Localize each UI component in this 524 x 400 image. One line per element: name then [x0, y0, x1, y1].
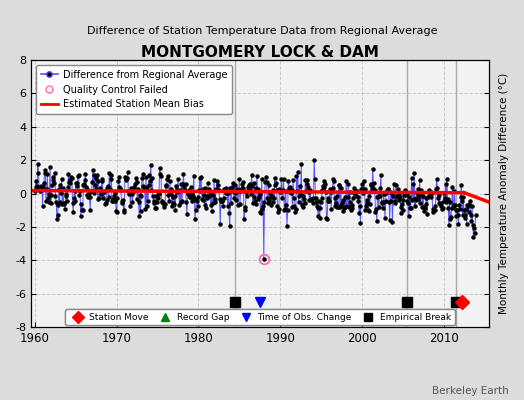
Title: MONTGOMERY LOCK & DAM: MONTGOMERY LOCK & DAM: [141, 45, 379, 60]
Text: Berkeley Earth: Berkeley Earth: [432, 386, 508, 396]
Legend: Station Move, Record Gap, Time of Obs. Change, Empirical Break: Station Move, Record Gap, Time of Obs. C…: [65, 309, 454, 325]
Y-axis label: Monthly Temperature Anomaly Difference (°C): Monthly Temperature Anomaly Difference (…: [499, 73, 509, 314]
Text: Difference of Station Temperature Data from Regional Average: Difference of Station Temperature Data f…: [87, 26, 437, 36]
